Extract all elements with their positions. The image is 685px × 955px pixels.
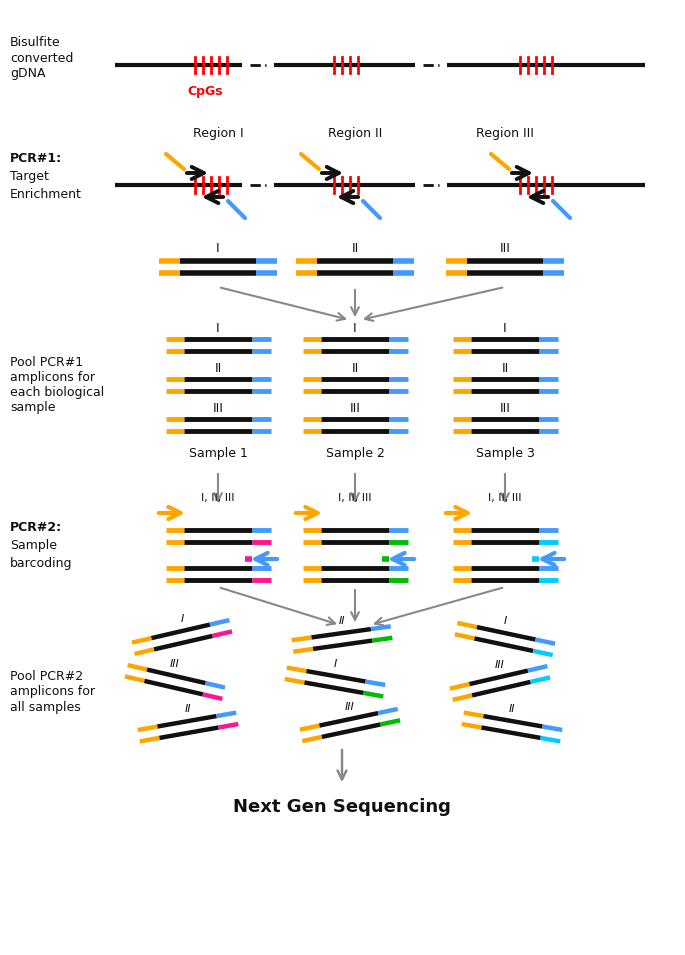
Text: II: II (185, 704, 191, 714)
Text: I, II, III: I, II, III (201, 493, 235, 503)
Text: barcoding: barcoding (10, 557, 73, 569)
Text: I: I (353, 322, 357, 334)
Text: I, II, III: I, II, III (488, 493, 522, 503)
Text: I: I (180, 614, 184, 624)
Text: Target: Target (10, 169, 49, 182)
Text: II: II (214, 362, 222, 374)
Text: II: II (501, 362, 509, 374)
Text: Pool PCR#1
amplicons for
each biological
sample: Pool PCR#1 amplicons for each biological… (10, 356, 104, 414)
Text: Region III: Region III (476, 126, 534, 139)
Text: I: I (334, 659, 336, 669)
Text: III: III (499, 401, 510, 414)
Text: Next Gen Sequencing: Next Gen Sequencing (233, 798, 451, 816)
Text: III: III (495, 660, 505, 670)
Text: Sample 3: Sample 3 (475, 447, 534, 459)
Text: III: III (170, 659, 180, 669)
Text: Pool PCR#2
amplicons for
all samples: Pool PCR#2 amplicons for all samples (10, 670, 95, 713)
Text: Region II: Region II (328, 126, 382, 139)
Text: III: III (349, 401, 360, 414)
Text: I: I (503, 616, 507, 626)
Text: I, II, III: I, II, III (338, 493, 372, 503)
Text: I: I (216, 242, 220, 254)
Text: I: I (216, 322, 220, 334)
Text: Region I: Region I (192, 126, 243, 139)
Text: III: III (345, 702, 355, 712)
Text: CpGs: CpGs (187, 85, 223, 98)
Text: Sample 1: Sample 1 (188, 447, 247, 459)
Text: Enrichment: Enrichment (10, 187, 82, 201)
Text: II: II (351, 362, 359, 374)
Text: Bisulfite
converted
gDNA: Bisulfite converted gDNA (10, 36, 73, 79)
Text: Sample: Sample (10, 539, 57, 551)
Text: III: III (212, 401, 223, 414)
Text: Sample 2: Sample 2 (325, 447, 384, 459)
Text: PCR#1:: PCR#1: (10, 152, 62, 164)
Text: II: II (339, 616, 345, 626)
Text: PCR#2:: PCR#2: (10, 520, 62, 534)
Text: II: II (509, 704, 515, 714)
Text: I: I (503, 322, 507, 334)
Text: III: III (499, 242, 510, 254)
Text: II: II (351, 242, 359, 254)
